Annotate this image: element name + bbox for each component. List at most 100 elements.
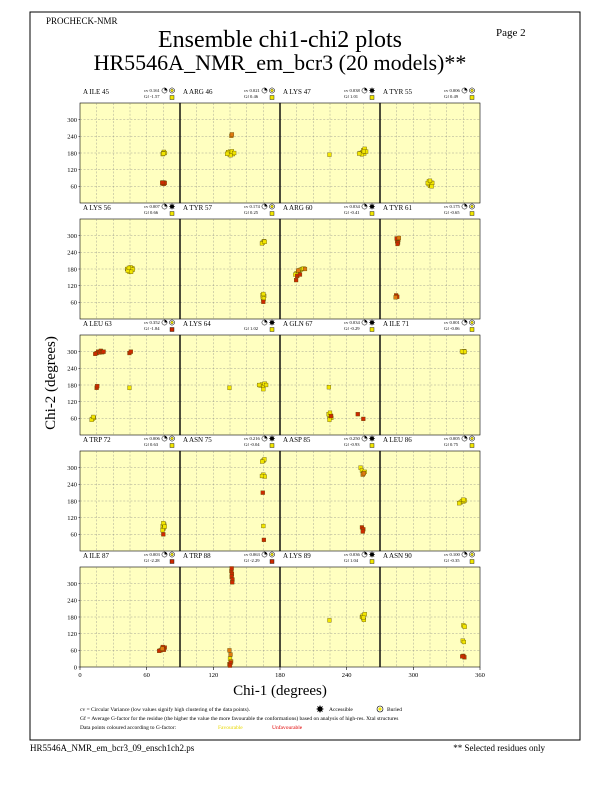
cv-value: cv 0.006 xyxy=(444,88,461,93)
data-point xyxy=(326,385,331,390)
x-tick-label: 60 xyxy=(143,672,150,679)
legend-colour-text: Data points coloured according to G-fact… xyxy=(80,724,177,731)
x-tick-label: 0 xyxy=(78,672,81,679)
gf-colour-square xyxy=(169,95,175,100)
clock-icon xyxy=(261,435,268,442)
y-tick-label: 300 xyxy=(67,349,77,356)
plot-area xyxy=(179,334,281,436)
residue-label: A GLN 67 xyxy=(283,320,313,328)
gf-colour-square xyxy=(369,95,375,100)
y-tick-label: 60 xyxy=(71,416,78,423)
cv-value: cv 0.175 xyxy=(444,204,461,209)
legend: cv = Circular Variance (low values signi… xyxy=(80,705,402,731)
legend-gf-text: Gf = Average G-factor for the residue (t… xyxy=(80,715,398,722)
residue-label: A TRP 88 xyxy=(183,552,211,560)
gf-colour-square xyxy=(169,443,175,448)
gf-colour-square xyxy=(269,443,275,448)
clock-icon xyxy=(161,435,168,442)
gf-value: Gf 1.01 xyxy=(344,94,359,99)
data-point xyxy=(393,295,398,300)
plot-area xyxy=(279,218,381,320)
gf-colour-square xyxy=(269,95,275,100)
data-point xyxy=(259,473,265,479)
data-point xyxy=(225,151,230,156)
clock-icon xyxy=(161,319,168,326)
data-point xyxy=(95,384,100,389)
data-point xyxy=(128,349,133,354)
y-axis-label: Chi-2 (degrees) xyxy=(43,336,59,430)
accessible-icon xyxy=(369,203,375,210)
data-point xyxy=(162,524,167,529)
data-point xyxy=(160,646,165,651)
y-tick-label: 120 xyxy=(67,515,77,522)
legend-accessible: Accessible xyxy=(329,707,353,713)
plot-area xyxy=(79,450,181,552)
gf-value: Gf -0.06 xyxy=(444,326,460,331)
clock-icon xyxy=(361,203,368,210)
y-tick-label: 60 xyxy=(71,532,78,539)
data-point xyxy=(262,457,267,462)
data-point xyxy=(327,152,332,157)
gf-colour-square xyxy=(369,327,375,332)
plot-area xyxy=(279,450,381,552)
y-tick-label: 120 xyxy=(67,283,77,290)
plot-area xyxy=(79,566,181,668)
data-point xyxy=(329,414,334,419)
cv-value: cv 0.216 xyxy=(244,436,261,441)
data-point xyxy=(297,272,303,277)
y-tick-label: 120 xyxy=(67,399,77,406)
chi-panel: A LYS 64 Gf 1.02 xyxy=(179,319,281,436)
data-point xyxy=(396,235,401,240)
data-point xyxy=(127,385,132,390)
data-point xyxy=(357,151,362,156)
gf-value: Gf -0.41 xyxy=(344,210,360,215)
data-point xyxy=(161,151,166,156)
plot-area xyxy=(79,334,181,436)
page-subtitle: HR5546A_NMR_em_bcr3 (20 models)** xyxy=(94,50,467,75)
buried-icon xyxy=(169,319,175,326)
x-tick-label: 240 xyxy=(342,672,352,679)
clock-icon xyxy=(461,551,468,558)
data-point xyxy=(361,471,366,476)
cv-value: cv 0.007 xyxy=(144,204,161,209)
y-tick-label: 300 xyxy=(67,465,77,472)
gf-value: Gf 0.63 xyxy=(144,442,159,447)
data-point xyxy=(294,278,299,283)
data-point xyxy=(257,382,262,388)
y-tick-label: 120 xyxy=(67,167,77,174)
gf-colour-square xyxy=(369,443,375,448)
y-tick-label: 180 xyxy=(67,498,77,505)
accessible-icon xyxy=(369,319,375,326)
residue-label: A ASP 85 xyxy=(283,436,311,444)
buried-icon xyxy=(269,551,275,558)
residue-label: A LYS 56 xyxy=(83,204,111,212)
gf-value: Gf -0.65 xyxy=(444,210,460,215)
clock-icon xyxy=(261,319,268,326)
residue-label: A ILE 71 xyxy=(383,320,410,328)
data-point xyxy=(228,652,233,657)
gf-value: Gf 0.66 xyxy=(144,210,159,215)
gf-value: Gf -2.28 xyxy=(144,558,160,563)
buried-icon xyxy=(169,435,175,442)
data-point xyxy=(262,239,267,244)
data-point xyxy=(457,501,462,506)
y-tick-label: 180 xyxy=(67,382,77,389)
residue-label: A LEU 86 xyxy=(383,436,412,444)
data-point xyxy=(425,180,430,186)
data-point xyxy=(93,351,98,356)
cv-value: cv 0.006 xyxy=(144,436,161,441)
clock-icon xyxy=(361,87,368,94)
y-tick-label: 180 xyxy=(67,614,77,621)
data-point xyxy=(361,149,366,154)
plot-area xyxy=(179,450,281,552)
data-point xyxy=(296,268,301,273)
data-point xyxy=(360,529,365,534)
y-tick-label: 300 xyxy=(67,233,77,240)
residue-label: A ILE 87 xyxy=(83,552,110,560)
plot-area xyxy=(379,334,481,436)
y-tick-label: 240 xyxy=(67,598,77,605)
